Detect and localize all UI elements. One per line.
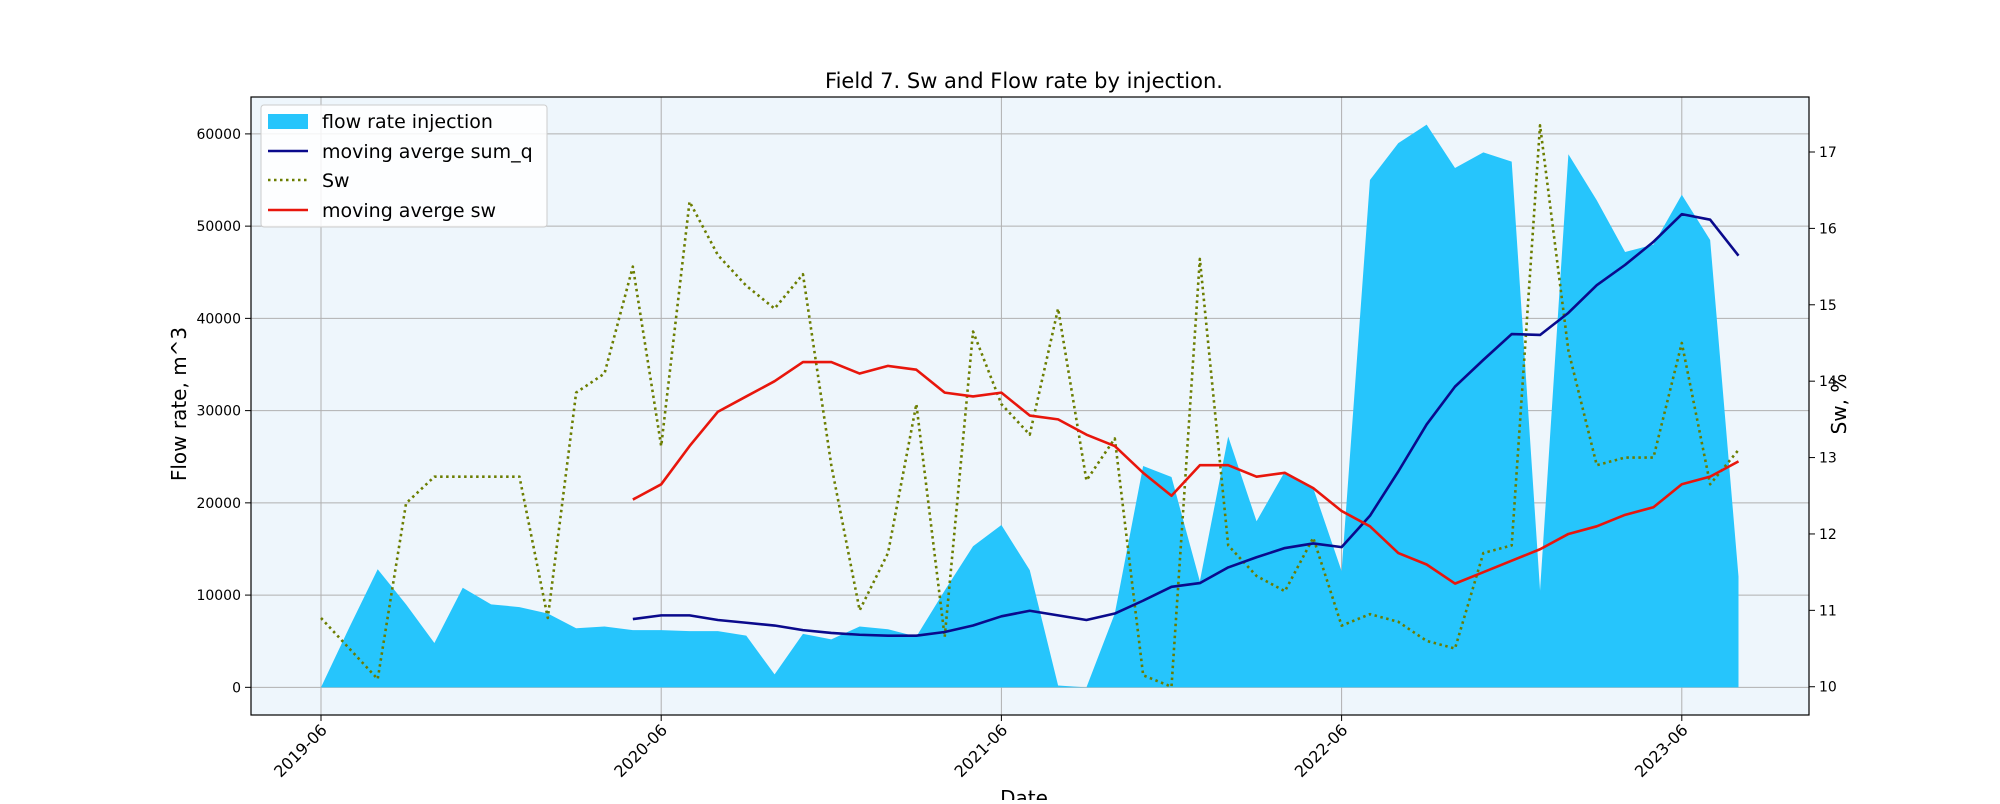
series-line-moving-sw bbox=[632, 360, 1740, 585]
left-tick-label: 50000 bbox=[196, 219, 241, 235]
left-tick-label: 60000 bbox=[196, 127, 241, 143]
right-tick-label: 10 bbox=[1819, 680, 1837, 696]
series-area-flow-rate bbox=[321, 124, 1739, 688]
right-tick-label: 14 bbox=[1819, 374, 1837, 390]
legend-frame bbox=[260, 104, 548, 228]
right-tick-label: 13 bbox=[1819, 451, 1837, 467]
y-axis-label-right: Sw, % bbox=[1827, 374, 1851, 435]
left-tick-label: 10000 bbox=[196, 588, 241, 604]
line-series bbox=[320, 123, 1740, 689]
left-tick-label: 40000 bbox=[196, 311, 241, 327]
legend-label-moving-sw: moving averge sw bbox=[322, 200, 496, 222]
x-tick-label: 2019-06 bbox=[270, 720, 331, 781]
right-tick-label: 17 bbox=[1819, 145, 1837, 161]
series-line-moving-sum-q bbox=[632, 212, 1740, 637]
right-tick-label: 12 bbox=[1819, 527, 1837, 543]
right-tick-label: 11 bbox=[1819, 603, 1837, 619]
x-tick-label: 2021-06 bbox=[951, 720, 1012, 781]
right-tick-label: 16 bbox=[1819, 221, 1837, 237]
x-tick-label: 2023-06 bbox=[1631, 720, 1692, 781]
left-tick-label: 0 bbox=[232, 680, 241, 696]
x-axis-label: Date bbox=[1000, 786, 1048, 800]
series-line-sw bbox=[320, 123, 1740, 689]
chart-title: Field 7. Sw and Flow rate by injection. bbox=[825, 69, 1223, 93]
x-tick-label: 2022-06 bbox=[1291, 720, 1352, 781]
y-axis-label-left: Flow rate, m^3 bbox=[167, 327, 191, 481]
area-series bbox=[321, 124, 1739, 688]
legend-label-moving-sum-q: moving averge sum_q bbox=[322, 141, 533, 163]
right-tick-label: 15 bbox=[1819, 298, 1837, 314]
legend-swatch-flow-rate bbox=[268, 114, 308, 129]
legend-label-flow-rate: flow rate injection bbox=[322, 111, 493, 133]
legend: flow rate injection moving averge sum_q … bbox=[260, 104, 548, 228]
left-tick-label: 30000 bbox=[196, 404, 241, 420]
plot-frame bbox=[250, 96, 1810, 716]
left-tick-label: 20000 bbox=[196, 496, 241, 512]
x-tick-label: 2020-06 bbox=[610, 720, 671, 781]
legend-label-sw: Sw bbox=[322, 170, 350, 192]
